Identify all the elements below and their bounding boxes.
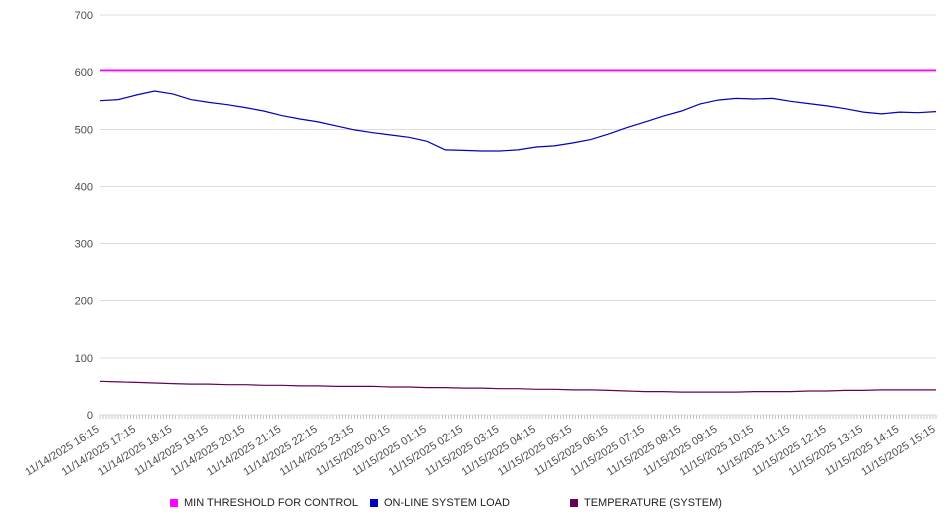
y-tick-label: 0: [87, 410, 93, 422]
legend-label-system-load: ON-LINE SYSTEM LOAD: [384, 497, 510, 509]
legend-label-temperature: TEMPERATURE (SYSTEM): [584, 497, 722, 509]
legend-item-temperature[interactable]: TEMPERATURE (SYSTEM): [570, 497, 770, 509]
y-tick-label: 700: [75, 10, 93, 22]
y-tick-label: 100: [75, 353, 93, 365]
series-line-system-load: [99, 90, 937, 152]
y-tick-label: 500: [75, 124, 93, 136]
y-tick-label: 400: [75, 181, 93, 193]
legend-item-system-load[interactable]: ON-LINE SYSTEM LOAD: [370, 497, 570, 509]
legend-swatch-system-load: [370, 499, 378, 507]
series-line-temperature: [99, 380, 936, 393]
y-tick-label: 600: [75, 67, 93, 79]
legend-swatch-temperature: [570, 499, 578, 507]
y-tick-label: 300: [75, 239, 93, 251]
y-tick-label: 200: [75, 296, 93, 308]
legend-item-min-threshold[interactable]: MIN THRESHOLD FOR CONTROL: [170, 497, 370, 509]
legend-swatch-min-threshold: [170, 499, 178, 507]
legend-label-min-threshold: MIN THRESHOLD FOR CONTROL: [184, 497, 358, 509]
chart-legend: MIN THRESHOLD FOR CONTROL ON-LINE SYSTEM…: [170, 497, 770, 509]
